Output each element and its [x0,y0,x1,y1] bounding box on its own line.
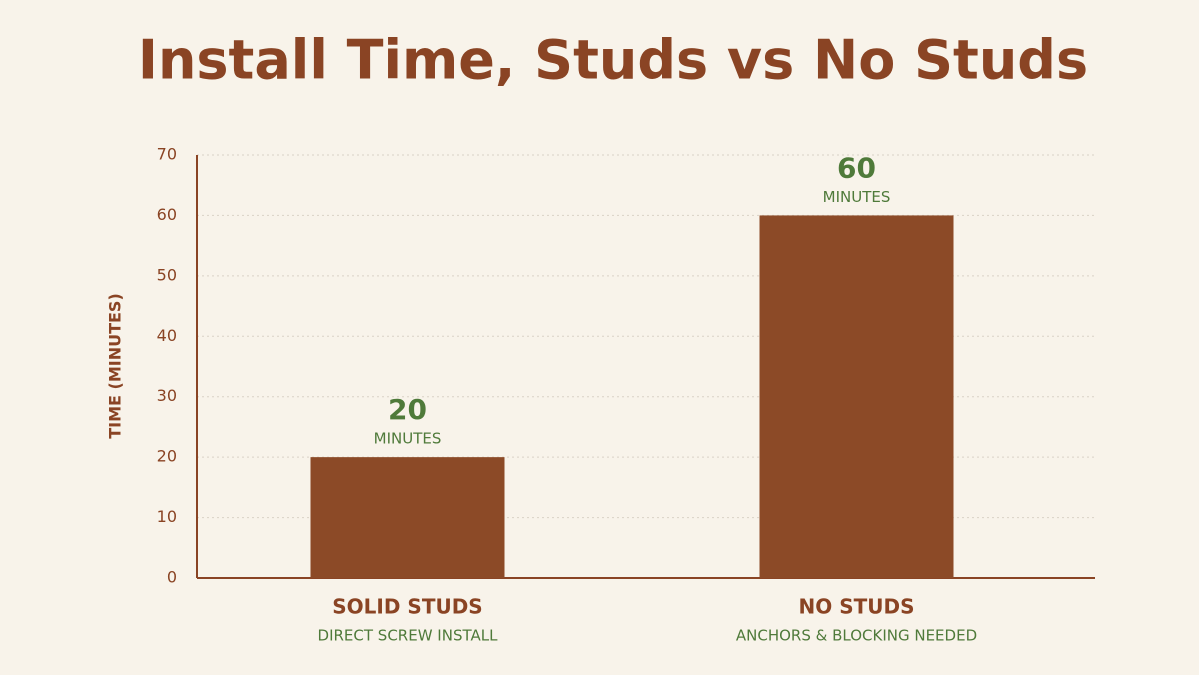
y-tick-label: 0 [167,568,177,587]
bar [310,457,505,578]
value-label: 60 [837,151,876,184]
bar [759,215,954,578]
y-tick-label: 30 [157,386,177,405]
x-tick-sublabel: DIRECT SCREW INSTALL [318,627,499,645]
y-tick-label: 40 [157,326,177,345]
value-unit-label: MINUTES [823,188,891,206]
value-unit-label: MINUTES [374,430,442,448]
y-tick-label: 10 [157,507,177,526]
y-tick-label: 60 [157,205,177,224]
y-tick-label: 70 [157,145,177,164]
value-label: 20 [388,393,427,426]
chart-title: Install Time, Studs vs No Studs [138,29,1088,92]
x-tick-label: NO STUDS [799,595,915,619]
y-tick-label: 20 [157,447,177,466]
x-tick-label: SOLID STUDS [332,595,482,619]
y-tick-label: 50 [157,265,177,284]
y-axis-label: TIME (MINUTES) [106,293,125,439]
x-tick-sublabel: ANCHORS & BLOCKING NEEDED [736,627,977,645]
